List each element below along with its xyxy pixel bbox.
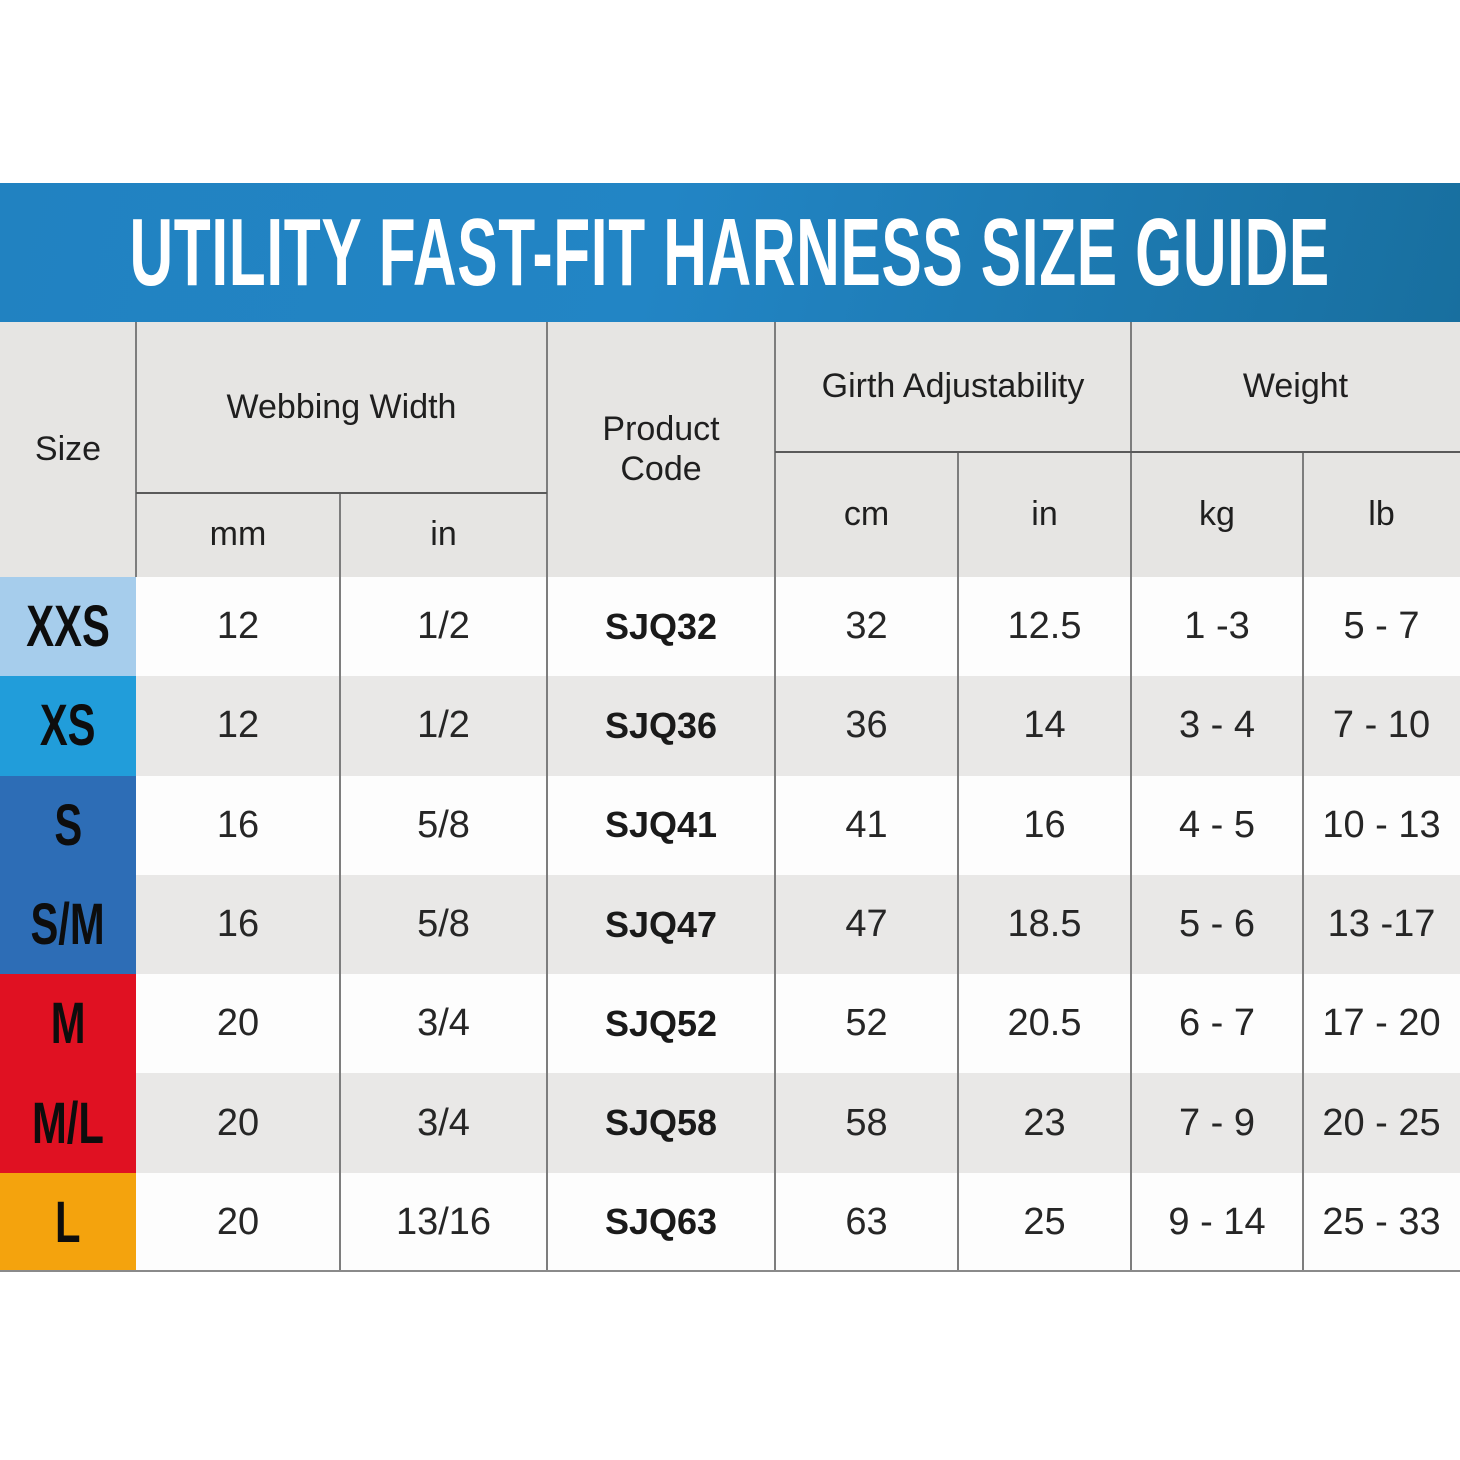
size-label: M/L: [32, 1090, 104, 1156]
grid-line: [135, 322, 137, 577]
table-row: S/M 16 5/8 SJQ47 47 18.5 5 - 6 13 -17: [0, 874, 1460, 975]
size-label: S: [54, 792, 82, 858]
cell-girth-cm: 63: [845, 1200, 888, 1243]
cell-girth-in: 23: [1023, 1101, 1066, 1144]
cell-weight-lb: 25 - 33: [1322, 1200, 1441, 1243]
cell-weight-kg: 4 - 5: [1178, 803, 1256, 846]
cell-girth-in: 16: [1023, 803, 1066, 846]
cell-weight-lb: 10 - 13: [1322, 803, 1441, 846]
cell-weight-lb: 13 -17: [1327, 903, 1436, 946]
cell-girth-cm: 52: [845, 1002, 888, 1045]
header-cell-girth-adjustability: Girth Adjustability: [821, 367, 1085, 406]
table-row: L 20 13/16 SJQ63 63 25 9 - 14 25 - 33: [0, 1172, 1460, 1273]
cell-weight-lb: 20 - 25: [1322, 1101, 1441, 1144]
cell-girth-cm: 47: [845, 903, 888, 946]
cell-product-code: SJQ32: [604, 605, 718, 647]
size-label: XXS: [26, 594, 110, 660]
grid-line: [957, 452, 959, 1272]
table-row: XXS 12 1/2 SJQ32 32 12.5 1 -3 5 - 7: [0, 577, 1460, 677]
cell-weight-kg: 9 - 14: [1168, 1200, 1266, 1243]
table-row: M 20 3/4 SJQ52 52 20.5 6 - 7 17 - 20: [0, 974, 1460, 1074]
grid-line: [1130, 322, 1132, 1272]
cell-girth-cm: 41: [845, 803, 888, 846]
cell-webbing-in: 5/8: [417, 903, 470, 946]
grid-line: [136, 492, 547, 494]
cell-product-code: SJQ41: [604, 804, 718, 846]
cell-webbing-mm: 16: [216, 903, 260, 946]
cell-webbing-in: 3/4: [417, 1101, 470, 1144]
cell-size-chip: L: [0, 1172, 136, 1273]
cell-size-chip: S/M: [0, 874, 136, 975]
cell-webbing-mm: 20: [216, 1101, 260, 1144]
page-title: UTILITY FAST-FIT HARNESS SIZE GUIDE: [129, 198, 1331, 306]
subheader-cell-girth-in: in: [1031, 494, 1058, 533]
cell-weight-lb: 17 - 20: [1322, 1002, 1441, 1045]
cell-product-code: SJQ58: [604, 1102, 718, 1144]
cell-size-chip: XS: [0, 676, 136, 776]
cell-webbing-in: 1/2: [417, 704, 470, 747]
cell-product-code: SJQ63: [604, 1201, 718, 1243]
cell-girth-cm: 58: [845, 1101, 888, 1144]
cell-girth-in: 25: [1023, 1200, 1066, 1243]
cell-product-code: SJQ36: [604, 704, 718, 746]
header-cell-weight: Weight: [1242, 367, 1349, 406]
header-cell-product-code: Product Code: [547, 322, 775, 577]
grid-line: [546, 322, 548, 1272]
table-row: M/L 20 3/4 SJQ58 58 23 7 - 9 20 - 25: [0, 1073, 1460, 1173]
subheader-cell-mm: mm: [209, 515, 267, 554]
title-banner: UTILITY FAST-FIT HARNESS SIZE GUIDE: [0, 183, 1460, 322]
table-header: Size Webbing Width mm in Product Code Gi…: [0, 322, 1460, 577]
cell-girth-in: 12.5: [1007, 605, 1082, 648]
grid-line: [774, 322, 776, 1272]
header-cell-webbing-width: Webbing Width: [226, 387, 457, 426]
table-row: XS 12 1/2 SJQ36 36 14 3 - 4 7 - 10: [0, 676, 1460, 776]
cell-weight-kg: 1 -3: [1184, 605, 1250, 648]
grid-line: [1302, 452, 1304, 1272]
cell-girth-cm: 36: [845, 704, 888, 747]
cell-webbing-mm: 12: [216, 605, 260, 648]
cell-weight-lb: 7 - 10: [1332, 704, 1431, 747]
grid-line: [0, 1270, 1460, 1272]
header-cell-size: Size: [34, 429, 102, 468]
cell-girth-in: 20.5: [1007, 1002, 1082, 1045]
cell-weight-kg: 5 - 6: [1178, 903, 1256, 946]
cell-weight-kg: 7 - 9: [1178, 1101, 1256, 1144]
cell-webbing-in: 13/16: [395, 1200, 492, 1243]
cell-weight-kg: 3 - 4: [1178, 704, 1256, 747]
subheader-cell-webbing-in: in: [430, 515, 457, 554]
cell-product-code: SJQ52: [604, 1002, 718, 1044]
grid-line: [339, 493, 341, 1272]
cell-size-chip: M/L: [0, 1073, 136, 1173]
cell-weight-kg: 6 - 7: [1178, 1002, 1256, 1045]
cell-girth-cm: 32: [845, 605, 888, 648]
cell-webbing-in: 5/8: [417, 803, 470, 846]
cell-webbing-mm: 20: [216, 1200, 260, 1243]
cell-webbing-mm: 12: [216, 704, 260, 747]
cell-size-chip: S: [0, 775, 136, 875]
cell-product-code: SJQ47: [604, 903, 718, 945]
cell-girth-in: 18.5: [1007, 903, 1082, 946]
cell-girth-in: 14: [1023, 704, 1066, 747]
cell-weight-lb: 5 - 7: [1343, 605, 1420, 648]
cell-webbing-in: 1/2: [417, 605, 470, 648]
table-row: S 16 5/8 SJQ41 41 16 4 - 5 10 - 13: [0, 775, 1460, 875]
size-label: M: [50, 991, 86, 1057]
cell-webbing-mm: 16: [216, 803, 260, 846]
product-code-label: Product Code: [602, 410, 720, 488]
cell-size-chip: XXS: [0, 577, 136, 677]
size-guide-table: Size Webbing Width mm in Product Code Gi…: [0, 322, 1460, 1273]
cell-size-chip: M: [0, 974, 136, 1074]
grid-line: [775, 451, 1460, 453]
cell-webbing-in: 3/4: [417, 1002, 470, 1045]
subheader-cell-cm: cm: [843, 494, 890, 533]
table-body: XXS 12 1/2 SJQ32 32 12.5 1 -3 5 - 7 XS 1…: [0, 577, 1460, 1273]
size-label: XS: [40, 693, 96, 759]
subheader-cell-kg: kg: [1199, 494, 1235, 533]
cell-webbing-mm: 20: [216, 1002, 260, 1045]
size-label: L: [55, 1189, 81, 1255]
subheader-cell-lb: lb: [1368, 494, 1395, 533]
size-label: S/M: [30, 892, 106, 958]
